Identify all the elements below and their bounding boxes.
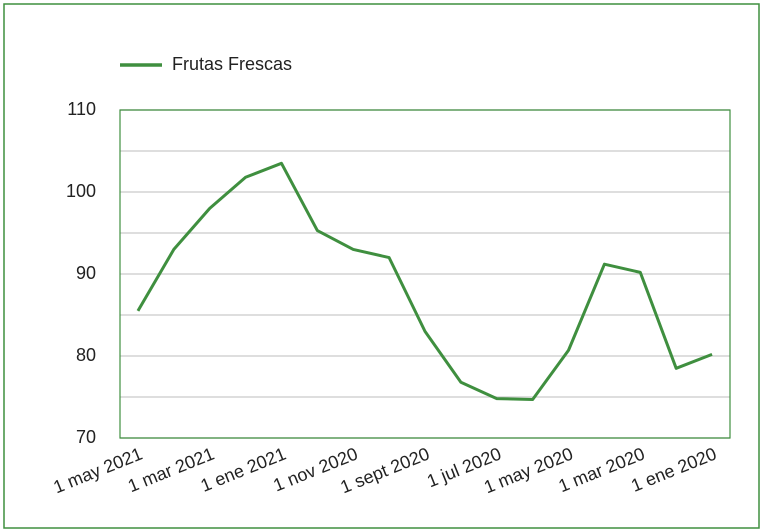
y-tick-label: 110 (67, 99, 96, 119)
y-tick-label: 100 (66, 181, 96, 201)
y-tick-label: 80 (76, 345, 96, 365)
chart-frame (3, 3, 760, 529)
y-tick-label: 90 (76, 263, 96, 283)
series-line (136, 161, 713, 401)
y-tick-label: 70 (76, 427, 96, 447)
legend-label: Frutas Frescas (172, 54, 292, 74)
plot-border (119, 109, 731, 439)
